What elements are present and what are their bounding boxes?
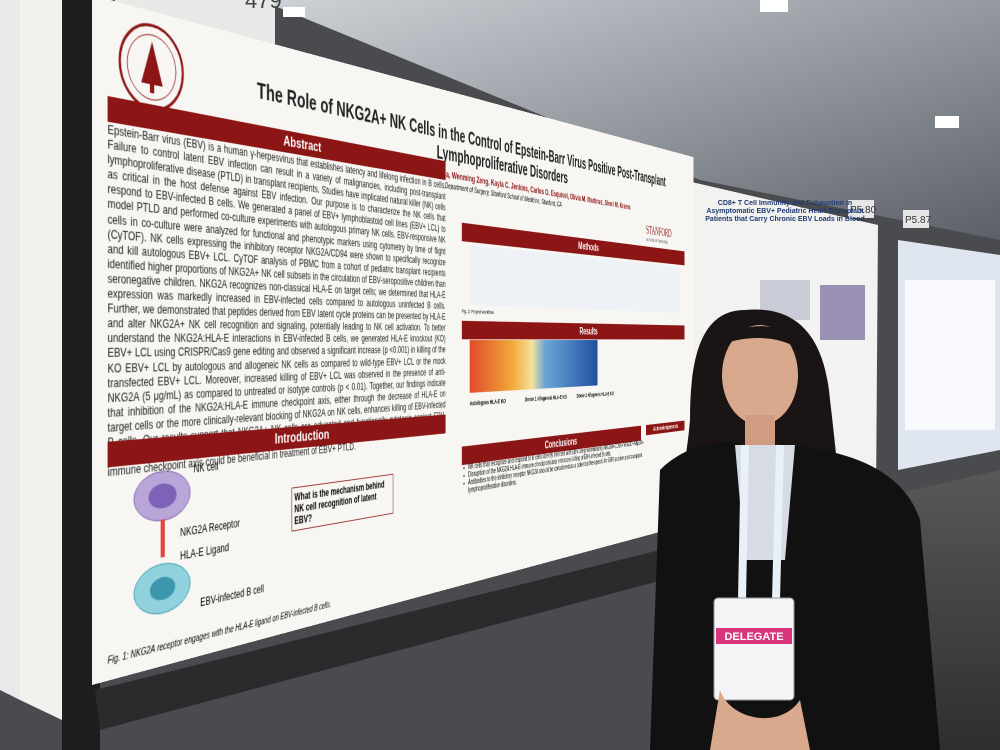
neck [745,415,775,450]
badge-label: DELEGATE [724,631,783,643]
ceiling-light [935,116,959,128]
badge-band [716,628,792,644]
board-number-card [848,200,874,218]
face [722,325,798,425]
blazer [650,442,940,750]
ceiling-light [283,7,305,17]
neighbor-figure [820,285,865,340]
badge [713,597,795,701]
lanyard [772,444,784,601]
lanyard [738,444,749,601]
board-number: P5.80 [850,205,877,216]
far-poster-body [905,280,995,430]
poster: The Role of NKG2A+ NK Cells in the Contr… [92,0,694,685]
left-poster [20,0,62,720]
left-poster-edge [0,0,20,700]
hands [710,690,810,750]
mechanism-diagram [123,458,251,628]
board-number: 479 [245,0,282,13]
university-seal [108,11,194,121]
board-frame [62,0,100,750]
bangs [722,326,800,350]
neighbor-title-box: CD8+ T Cell Immunity and Exhaustion in A… [705,200,865,223]
neighbor-title: CD8+ T Cell Immunity and Exhaustion in A… [705,200,865,223]
ceiling-light [760,0,788,12]
board-number: P5.87 [905,215,932,226]
ceiling [260,0,1000,240]
board-number-card [903,210,929,228]
